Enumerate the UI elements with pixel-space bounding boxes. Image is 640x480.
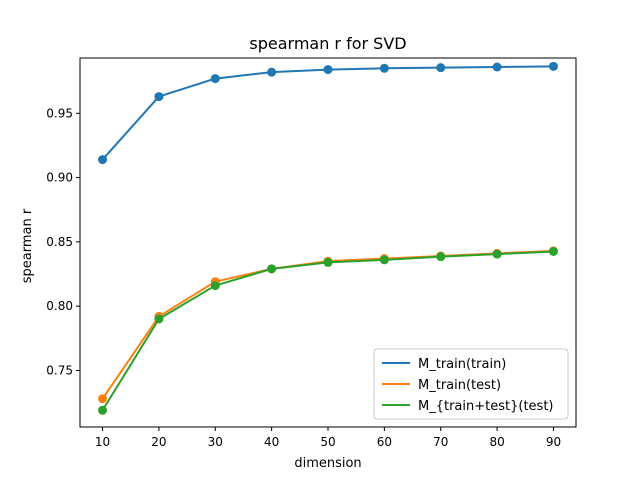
- x-tick-label: 30: [208, 435, 223, 449]
- series-3-point: [98, 405, 108, 415]
- series-1-point: [548, 61, 558, 71]
- y-tick-label: 0.75: [46, 363, 73, 377]
- y-tick-label: 0.80: [46, 299, 73, 313]
- x-tick-label: 60: [377, 435, 392, 449]
- series-group: [98, 61, 558, 415]
- x-tick-label: 70: [433, 435, 448, 449]
- y-tick-label: 0.90: [46, 171, 73, 185]
- legend-label-1: M_train(train): [418, 357, 506, 372]
- y-tick-label: 0.85: [46, 235, 73, 249]
- x-tick-label: 20: [151, 435, 166, 449]
- legend: M_train(train) M_train(test) M_{train+test…: [373, 348, 569, 420]
- series-3-point: [210, 281, 220, 291]
- series-1-point: [154, 92, 164, 102]
- series-3-point: [548, 247, 558, 256]
- series-3-point: [379, 255, 389, 265]
- y-tick-label: 0.95: [46, 106, 73, 120]
- x-tick-label: 40: [264, 435, 279, 449]
- series-1-point: [323, 65, 333, 75]
- x-tick-label: 90: [546, 435, 561, 449]
- series-3-point: [436, 252, 446, 262]
- series-1-point: [436, 63, 446, 73]
- series-1-point: [492, 62, 502, 72]
- y-axis-label: spearman r: [20, 208, 35, 283]
- legend-label-3: M_{train+test}(test): [418, 399, 553, 414]
- x-tick-label: 50: [320, 435, 335, 449]
- series-1-point: [210, 74, 220, 84]
- chart-title: spearman r for SVD: [249, 34, 406, 53]
- series-1-point: [379, 63, 389, 73]
- plot-area: 10 20 30 40 50 60 70 80 90 0.75 0.80 0.85 0.90 0.95: [46, 57, 577, 449]
- series-3-point: [492, 249, 502, 259]
- legend-label-2: M_train(test): [418, 378, 501, 393]
- x-tick-label: 10: [95, 435, 110, 449]
- x-axis-label: dimension: [294, 456, 361, 471]
- series-1-point: [267, 67, 277, 77]
- x-tick-label: 80: [489, 435, 504, 449]
- series-3-point: [323, 257, 333, 267]
- series-3-point: [154, 314, 164, 324]
- legend-box: [373, 348, 569, 420]
- series-2-point: [98, 394, 108, 404]
- series-3-point: [267, 264, 277, 274]
- series-1-point: [98, 155, 108, 165]
